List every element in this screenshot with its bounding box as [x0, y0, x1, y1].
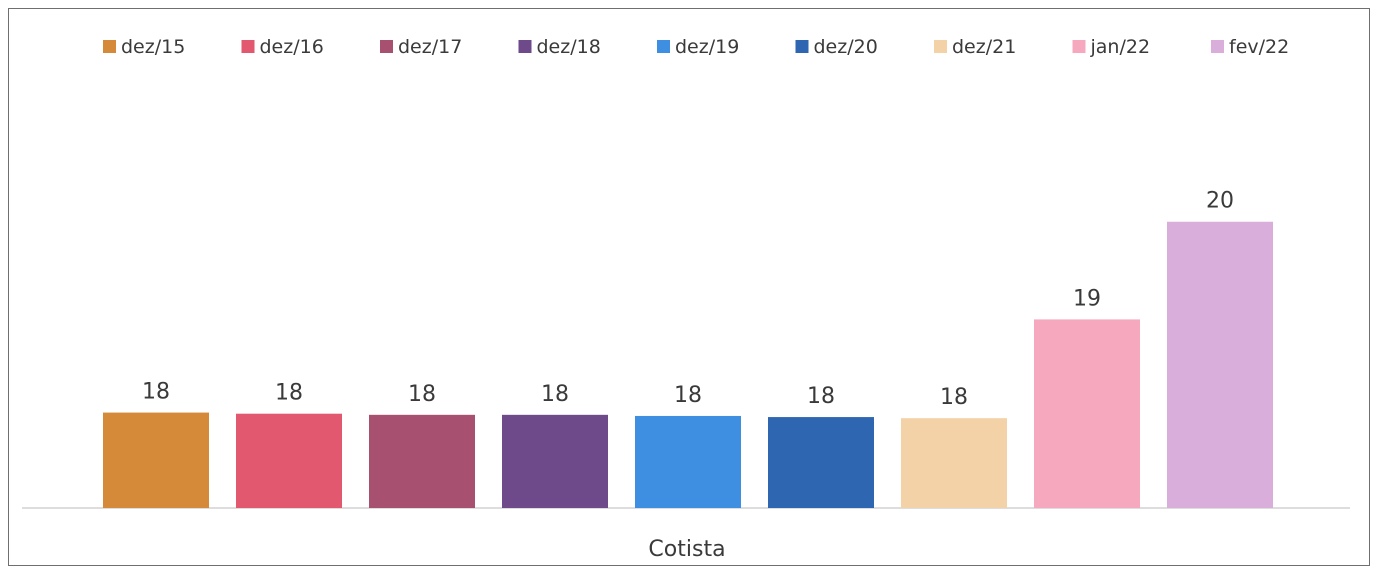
data-label-dez-21: 18 — [940, 385, 968, 410]
data-label-dez-17: 18 — [408, 382, 436, 407]
legend-label-dez-16: dez/16 — [260, 36, 324, 58]
legend: dez/15 dez/16 dez/17 dez/18 dez/19 dez/20 dez/… — [103, 36, 1289, 58]
bar-fev-22 — [1167, 221, 1273, 508]
legend-label-dez-18: dez/18 — [537, 36, 601, 58]
legend-label-dez-17: dez/17 — [398, 36, 462, 58]
legend-label-dez-15: dez/15 — [121, 36, 185, 58]
bars — [103, 221, 1273, 508]
legend-swatch-dez-19 — [657, 40, 670, 53]
bar-dez-21 — [901, 418, 1007, 508]
legend-swatch-dez-20 — [795, 40, 809, 53]
bar-dez-17 — [369, 414, 475, 508]
legend-label-dez-19: dez/19 — [675, 36, 739, 58]
legend-label-jan-22: jan/22 — [1090, 36, 1151, 58]
legend-swatch-jan-22 — [1072, 40, 1086, 53]
x-category-label: Cotista — [648, 537, 725, 562]
data-label-fev-22: 20 — [1206, 189, 1234, 214]
data-label-dez-18: 18 — [541, 382, 569, 407]
bar-dez-15 — [103, 412, 209, 508]
legend-swatch-dez-21 — [934, 40, 947, 53]
data-labels: 18 18 18 18 18 18 18 19 20 — [142, 189, 1234, 410]
legend-label-dez-21: dez/21 — [952, 36, 1016, 58]
legend-swatch-fev-22 — [1211, 40, 1224, 53]
legend-swatch-dez-18 — [518, 40, 532, 53]
data-label-dez-19: 18 — [674, 383, 702, 408]
legend-swatch-dez-17 — [380, 40, 393, 53]
data-label-jan-22: 19 — [1073, 286, 1101, 311]
legend-label-dez-20: dez/20 — [814, 36, 878, 58]
legend-swatch-dez-16 — [241, 40, 255, 53]
bar-dez-16 — [236, 413, 342, 508]
bar-dez-18 — [502, 414, 608, 508]
data-label-dez-20: 18 — [807, 384, 835, 409]
data-label-dez-16: 18 — [275, 381, 303, 406]
data-label-dez-15: 18 — [142, 380, 170, 405]
legend-label-fev-22: fev/22 — [1229, 36, 1289, 58]
legend-swatch-dez-15 — [103, 40, 116, 53]
bar-dez-20 — [768, 417, 874, 508]
bar-jan-22 — [1034, 319, 1140, 508]
bar-dez-19 — [635, 415, 741, 508]
